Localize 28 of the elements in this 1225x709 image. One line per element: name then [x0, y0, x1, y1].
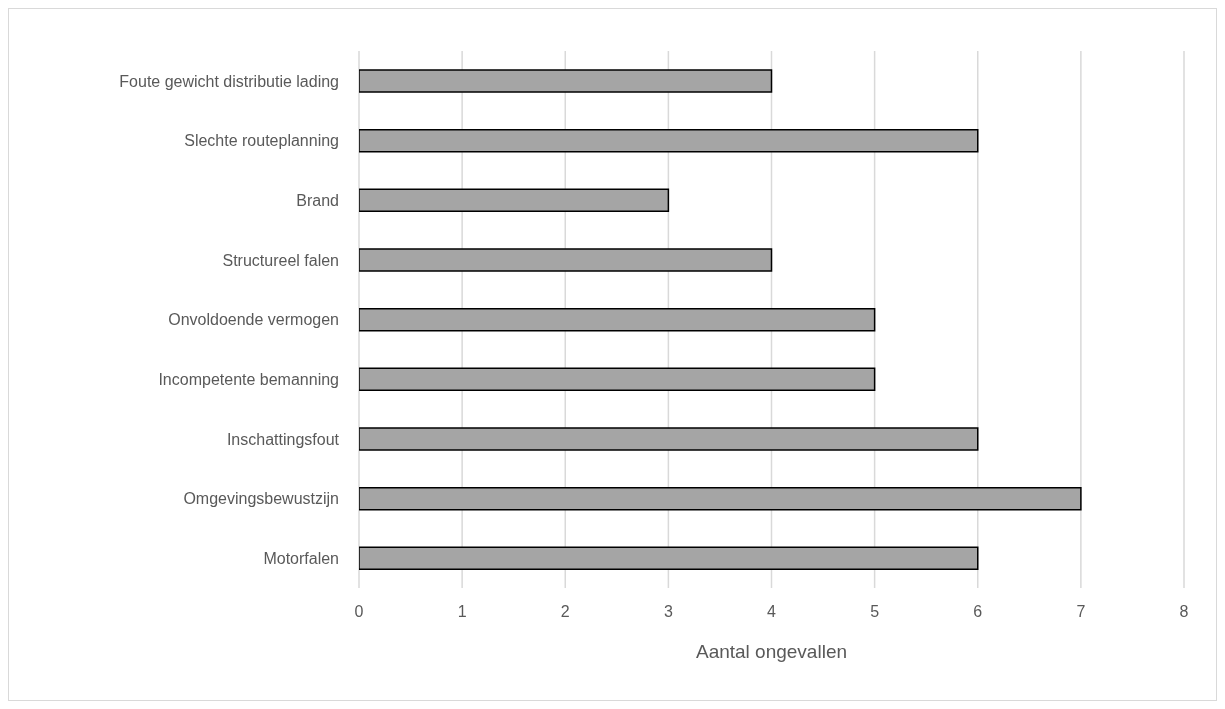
bar	[359, 248, 773, 272]
bar	[359, 128, 979, 153]
bar	[359, 427, 979, 451]
bar	[359, 69, 773, 93]
bar	[359, 307, 876, 332]
x-tick-label: 6	[973, 603, 983, 621]
x-tick-label: 7	[1076, 603, 1086, 621]
bar	[359, 486, 1082, 511]
y-tick-label: Brand	[296, 191, 339, 209]
bar	[359, 188, 670, 213]
bar	[359, 546, 979, 571]
x-tick-label: 3	[663, 603, 673, 621]
x-tick-label: 5	[870, 603, 880, 621]
x-tick-label: 0	[354, 603, 364, 621]
y-tick-label: Onvoldoende vermogen	[168, 311, 339, 329]
y-tick-label: Incompetente bemanning	[158, 370, 339, 388]
y-tick-label: Foute gewicht distributie lading	[119, 72, 339, 90]
x-tick-label: 8	[1179, 603, 1189, 621]
y-tick-label: Omgevingsbewustzijn	[183, 490, 339, 508]
x-tick-label: 1	[457, 603, 467, 621]
y-tick-label: Motorfalen	[263, 549, 339, 567]
x-axis-title: Aantal ongevallen	[695, 641, 848, 662]
bar	[359, 367, 876, 392]
y-tick-label: Inschattingsfout	[226, 430, 340, 448]
x-tick-label: 2	[560, 603, 570, 621]
y-tick-label: Structureel falen	[222, 251, 339, 269]
x-tick-label: 4	[767, 603, 777, 621]
y-tick-label: Slechte routeplanning	[184, 132, 339, 150]
